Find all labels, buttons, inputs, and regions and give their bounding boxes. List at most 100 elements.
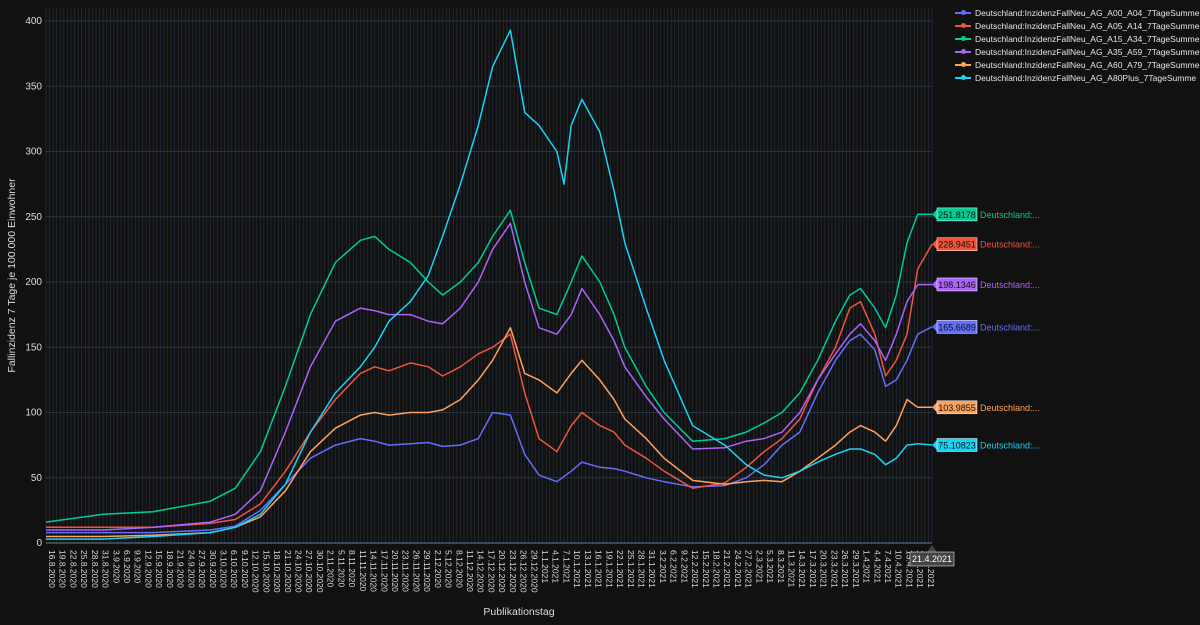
x-tick-label: 21.9.2020: [176, 550, 186, 588]
x-tick-label: 14.11.2020: [369, 550, 379, 592]
x-tick-label: 10.4.2021: [894, 550, 904, 588]
hover-series-label: Deutschland:...: [980, 210, 1040, 220]
x-tick-label: 26.11.2020: [411, 550, 421, 592]
x-tick-label: 24.9.2020: [186, 550, 196, 588]
legend-item[interactable]: Deutschland:InzidenzFallNeu_AG_A00_A04_7…: [955, 6, 1199, 19]
x-axis-title: Publikationstag: [483, 606, 554, 618]
y-tick-label: 300: [25, 147, 42, 158]
hover-value-label: 103.9855: [938, 403, 976, 413]
series-line: [46, 222, 933, 531]
x-tick-label: 3.9.2020: [111, 550, 121, 583]
legend-swatch: [955, 61, 971, 67]
x-tick-label: 2.3.2021: [754, 550, 764, 583]
y-tick-label: 250: [25, 212, 42, 223]
x-tick-label: 12.2.2021: [690, 550, 700, 588]
series-line: [46, 243, 933, 529]
legend-item[interactable]: Deutschland:InzidenzFallNeu_AG_A15_A34_7…: [955, 32, 1199, 45]
hover-value-label: 251.8178: [938, 210, 976, 220]
x-tick-label: 31.1.2021: [647, 550, 657, 588]
legend-item[interactable]: Deutschland:InzidenzFallNeu_AG_A35_A59_7…: [955, 45, 1199, 58]
y-tick-label: 150: [25, 342, 42, 353]
x-tick-label: 17.11.2020: [379, 550, 389, 592]
x-tick-label: 8.11.2020: [347, 550, 357, 587]
x-tick-label: 25.1.2021: [626, 550, 636, 588]
x-tick-label: 9.9.2020: [133, 550, 143, 583]
x-tick-label: 20.12.2020: [497, 550, 507, 593]
y-tick-label: 400: [25, 16, 42, 27]
x-tick-label: 27.9.2020: [197, 550, 207, 588]
x-tick-label: 6.10.2020: [229, 550, 239, 588]
legend-label: Deutschland:InzidenzFallNeu_AG_A05_A14_7…: [975, 20, 1200, 31]
x-tick-label: 12.9.2020: [143, 550, 153, 588]
x-tick-label: 30.10.2020: [315, 550, 325, 593]
x-tick-label: 5.12.2020: [444, 550, 454, 588]
x-tick-label: 1.4.2021: [862, 550, 872, 583]
x-tick-label: 14.3.2021: [797, 550, 807, 588]
x-tick-label: 23.12.2020: [508, 550, 518, 593]
hover-value-box: [936, 277, 978, 292]
legend-swatch: [955, 74, 971, 80]
x-tick-label: 29.12.2020: [529, 550, 539, 593]
x-tick-label: 11.11.2020: [358, 550, 368, 592]
x-tick-label: 18.9.2020: [165, 550, 175, 588]
x-tick-label: 16.4.2021: [915, 550, 925, 588]
x-tick-label: 9.2.2021: [679, 550, 689, 583]
x-tick-label: 7.4.2021: [883, 550, 893, 583]
y-tick-label: 50: [31, 473, 43, 484]
x-tick-label: 19.1.2021: [604, 550, 614, 588]
x-tick-label: 15.9.2020: [154, 550, 164, 588]
legend-label: Deutschland:InzidenzFallNeu_AG_A35_A59_7…: [975, 46, 1200, 57]
hover-x-pointer: [927, 545, 937, 552]
x-tick-label: 20.11.2020: [390, 550, 400, 592]
x-tick-label: 29.3.2021: [851, 550, 861, 588]
legend-label: Deutschland:InzidenzFallNeu_AG_A80Plus_7…: [975, 72, 1197, 83]
y-axis-title: Fallinzidenz 7 Tage je 100.000 Einwohner: [6, 178, 18, 373]
legend-item[interactable]: Deutschland:InzidenzFallNeu_AG_A05_A14_7…: [955, 19, 1199, 32]
hover-x-label: 21.4.2021: [912, 554, 952, 564]
x-tick-label: 5.11.2020: [336, 550, 346, 587]
x-tick-label: 4.1.2021: [551, 550, 561, 583]
legend: Deutschland:InzidenzFallNeu_AG_A00_A04_7…: [955, 6, 1199, 84]
hover-series-label: Deutschland:...: [980, 440, 1040, 450]
x-tick-label: 12.10.2020: [251, 550, 261, 593]
legend-swatch: [955, 48, 971, 54]
x-tick-label: 15.2.2021: [701, 550, 711, 588]
x-tick-label: 25.8.2020: [79, 550, 89, 588]
legend-item[interactable]: Deutschland:InzidenzFallNeu_AG_A60_A79_7…: [955, 58, 1199, 71]
series-line: [45, 209, 933, 523]
x-tick-label: 13.1.2021: [583, 550, 593, 588]
hover-pointer: [932, 321, 937, 332]
hover-value-box: [936, 438, 978, 452]
x-tick-label: 26.12.2020: [519, 550, 529, 593]
x-tick-label: 16.8.2020: [47, 550, 57, 588]
x-tick-label: 17.12.2020: [486, 550, 496, 593]
x-tick-label: 24.10.2020: [294, 550, 304, 593]
x-tick-label: 2.12.2020: [433, 550, 443, 588]
hover-value-label: 228.9451: [938, 240, 976, 250]
x-tick-label: 10.1.2021: [572, 550, 582, 588]
x-tick-label: 24.2.2021: [733, 550, 743, 588]
x-tick-label: 2.11.2020: [326, 550, 336, 587]
hover-value-label: 198.1346: [938, 280, 976, 290]
series-line: [46, 326, 933, 534]
hover-value-label: 165.6689: [938, 322, 976, 332]
x-tick-label: 3.2.2021: [658, 550, 668, 583]
y-tick-label: 100: [25, 408, 42, 419]
hover-value-box: [936, 237, 978, 251]
legend-label: Deutschland:InzidenzFallNeu_AG_A00_A04_7…: [975, 7, 1200, 18]
x-tick-label: 8.3.2021: [776, 550, 786, 583]
legend-swatch: [955, 22, 971, 28]
legend-item[interactable]: Deutschland:InzidenzFallNeu_AG_A80Plus_7…: [955, 71, 1199, 84]
hover-value-box: [936, 320, 978, 334]
x-tick-label: 19.4.2021: [926, 550, 936, 588]
hover-pointer: [932, 279, 937, 290]
x-tick-label: 15.10.2020: [261, 550, 271, 593]
legend-label: Deutschland:InzidenzFallNeu_AG_A60_A79_7…: [975, 59, 1200, 70]
hover-value-label: 75.10823: [938, 440, 976, 450]
x-tick-label: 28.1.2021: [636, 550, 646, 588]
x-tick-label: 21.2.2021: [722, 550, 732, 588]
series-line: [46, 29, 933, 540]
series-line: [46, 326, 932, 538]
